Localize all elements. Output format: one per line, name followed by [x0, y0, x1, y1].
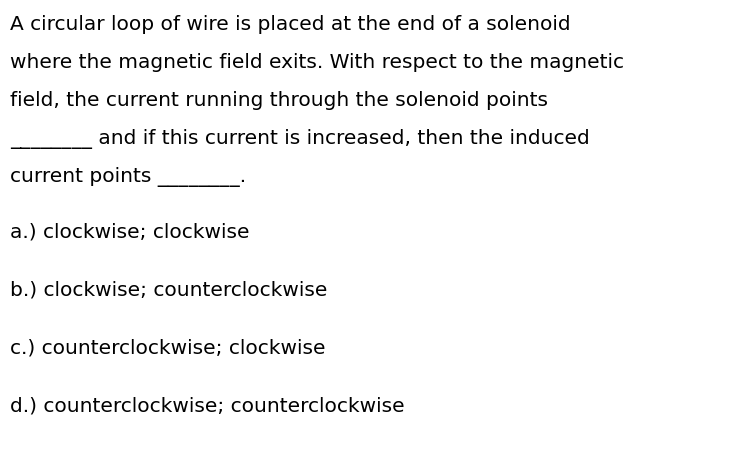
Text: where the magnetic field exits. With respect to the magnetic: where the magnetic field exits. With res…: [10, 53, 624, 72]
Text: ________ and if this current is increased, then the induced: ________ and if this current is increase…: [10, 129, 590, 149]
Text: b.) clockwise; counterclockwise: b.) clockwise; counterclockwise: [10, 280, 327, 299]
Text: c.) counterclockwise; clockwise: c.) counterclockwise; clockwise: [10, 338, 326, 357]
Text: field, the current running through the solenoid points: field, the current running through the s…: [10, 91, 548, 110]
Text: d.) counterclockwise; counterclockwise: d.) counterclockwise; counterclockwise: [10, 396, 405, 415]
Text: A circular loop of wire is placed at the end of a solenoid: A circular loop of wire is placed at the…: [10, 15, 571, 34]
Text: current points ________.: current points ________.: [10, 167, 246, 187]
Text: a.) clockwise; clockwise: a.) clockwise; clockwise: [10, 222, 250, 241]
